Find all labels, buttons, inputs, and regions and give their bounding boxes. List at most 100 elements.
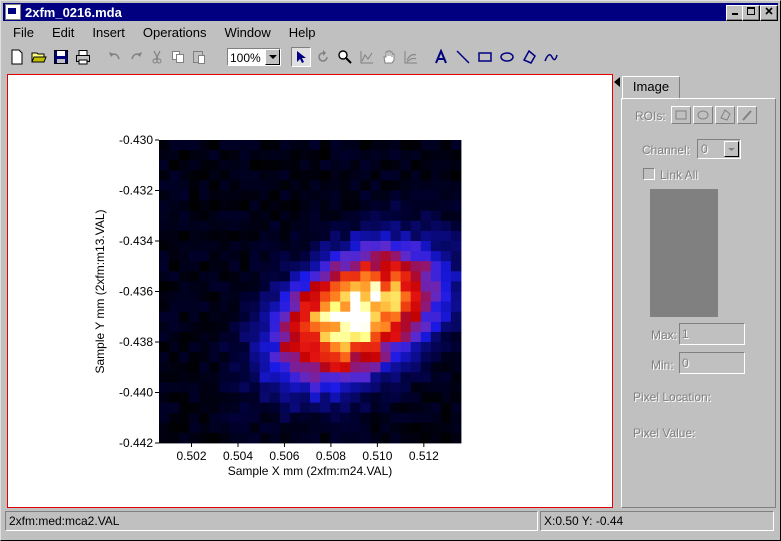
min-input[interactable]: 0 [679,352,745,374]
heatmap-cell [249,372,261,383]
heatmap-cell [400,241,412,252]
heatmap-cell [450,190,462,201]
rectangle-tool-button[interactable] [475,47,495,67]
roi-polygon-button[interactable] [715,106,735,124]
y-tick-label: -0.440 [119,386,153,400]
heatmap-cell [229,372,240,383]
heatmap-cell [450,311,462,323]
freehand-tool-button[interactable] [541,47,561,67]
heatmap-cell [299,362,311,373]
heatmap-cell [330,291,341,302]
heatmap-cell [330,432,341,444]
text-tool-button[interactable] [431,47,451,67]
contour-button[interactable] [401,47,421,67]
copy-button[interactable] [168,47,188,67]
roi-ellipse-button[interactable] [693,106,713,124]
heatmap-cell [430,342,442,353]
heatmap-cell [360,150,371,161]
menu-window[interactable]: Window [224,24,271,40]
y-tick-label: -0.432 [119,184,153,198]
rotate-button[interactable] [313,47,333,67]
redo-button[interactable] [126,47,146,67]
heatmap-cell [430,382,442,393]
line-tool-button[interactable] [453,47,473,67]
collapse-panel-arrow-icon[interactable] [613,76,621,88]
heatmap-cell [179,331,190,343]
heatmap-cell [199,220,210,232]
heatmap-cell [199,432,210,444]
heatmap-cell [169,220,180,232]
heatmap-cell [340,230,351,242]
heatmap-cell [239,190,250,201]
heatmap-cell [410,311,422,323]
channel-select[interactable]: 0 [697,139,741,159]
print-button[interactable] [73,47,93,67]
max-input[interactable]: 1 [679,323,745,345]
heatmap-cell [189,311,200,323]
heatmap-cell [159,291,170,302]
menu-insert[interactable]: Insert [92,24,125,40]
heatmap-cell [279,392,291,403]
heatmap-cell [330,200,341,212]
new-button[interactable] [7,47,27,67]
heatmap-cell [340,210,351,222]
heatmap-cell [219,281,230,292]
select-arrow-button[interactable] [291,47,311,67]
heatmap-cell [320,382,331,393]
roi-freehand-button[interactable] [737,106,757,124]
roi-rectangle-button[interactable] [671,106,691,124]
heatmap-cell [380,382,391,393]
heatmap-cell [400,200,412,212]
x-tick-label: 0.512 [409,449,439,463]
zoom-tool-button[interactable] [335,47,355,67]
line-plot-button[interactable] [357,47,377,67]
menu-edit[interactable]: Edit [51,24,75,40]
menu-help[interactable]: Help [288,24,316,40]
heatmap-cell [450,412,462,424]
title-bar[interactable]: 2xfm_0216.mda [3,3,778,21]
chevron-down-icon[interactable] [724,141,739,157]
link-all-checkbox[interactable] [643,168,655,180]
pan-button[interactable] [379,47,399,67]
ellipse-tool-button[interactable] [497,47,517,67]
heatmap-cell [390,372,401,383]
x-tick-label: 0.510 [362,449,392,463]
undo-button[interactable] [105,47,125,67]
app-icon[interactable] [5,4,21,20]
save-button[interactable] [51,47,71,67]
tab-image[interactable]: Image [622,76,680,100]
heatmap-cell [279,180,291,191]
heatmap-cell [189,392,200,403]
heatmap-cell [450,160,462,171]
cut-button[interactable] [147,47,167,67]
heatmap-cell [340,382,351,393]
heatmap-cell [420,140,432,151]
open-button[interactable] [29,47,49,67]
close-button[interactable] [760,5,778,21]
menu-operations[interactable]: Operations [142,24,207,40]
heatmap-cell [420,210,432,222]
heatmap-cell [350,251,361,262]
maximize-button[interactable] [742,5,760,21]
heatmap-cell [350,321,361,333]
heatmap-cell [159,301,170,313]
heatmap-cell [289,382,301,393]
heatmap-cell [310,432,321,444]
heatmap-plot[interactable]: 0.502 0.504 0.506 0.508 0.510 0.512 -0.430 -0.4… [8,75,612,507]
heatmap-cell [269,301,281,313]
heatmap-cell [259,230,271,242]
paste-button[interactable] [189,47,209,67]
heatmap-cell [169,230,180,242]
menu-file[interactable]: File [13,24,34,40]
heatmap-cell [370,301,381,313]
heatmap-cell [279,301,291,313]
heatmap-cell [219,392,230,403]
zoom-select[interactable]: 100% [227,48,281,66]
heatmap-cell [450,331,462,343]
plot-canvas[interactable]: 0.502 0.504 0.506 0.508 0.510 0.512 -0.430 -0.4… [7,74,613,508]
heatmap-cell [279,331,291,343]
heatmap-cell [299,331,311,343]
heatmap-cell [299,261,311,272]
chevron-down-icon[interactable] [265,49,280,65]
polygon-tool-button[interactable] [519,47,539,67]
